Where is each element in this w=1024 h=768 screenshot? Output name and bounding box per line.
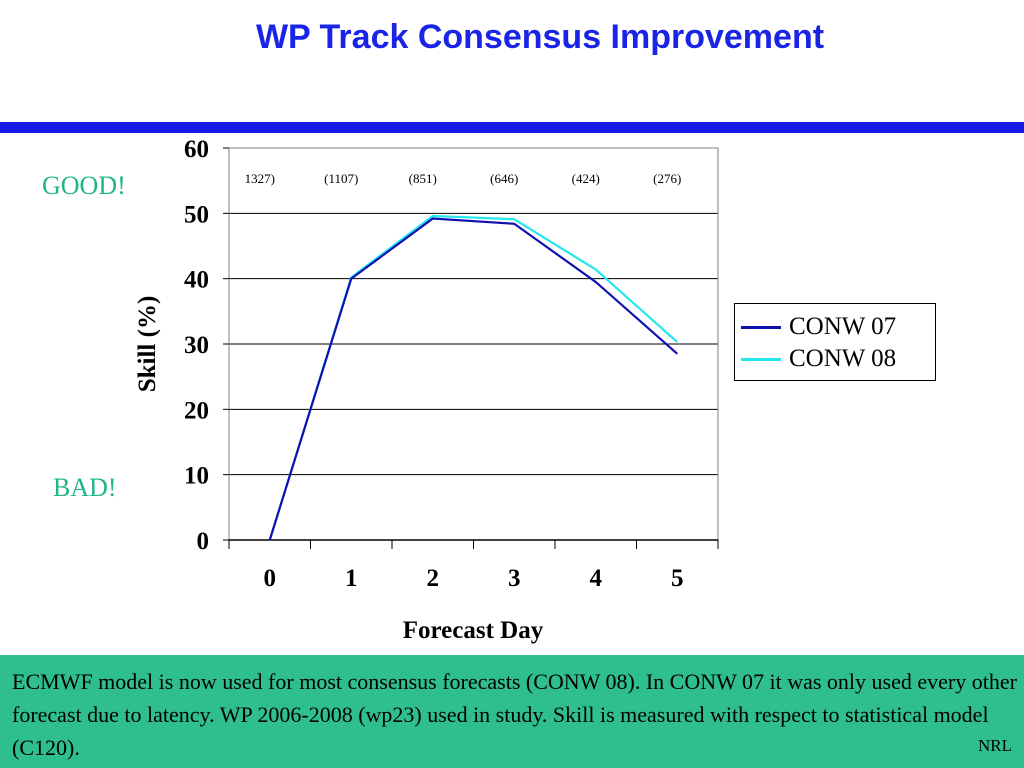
y-tick-label: 0 [197,528,210,555]
x-tick-label: 0 [264,565,277,592]
footer-text: ECMWF model is now used for most consens… [12,669,1017,760]
x-tick-label: 3 [508,565,521,592]
series-line-conw08 [268,214,678,541]
series-line-conw07 [268,217,678,541]
sample-count-label: (424) [572,171,600,186]
y-axis-label: Skill (%) [134,296,161,393]
y-tick-label: 30 [184,332,209,359]
legend-swatch-conw08 [741,357,781,361]
x-tick-label: 4 [590,565,603,592]
x-tick-label: 2 [427,565,440,592]
footer-panel: ECMWF model is now used for most consens… [0,655,1024,768]
title-divider [0,122,1024,133]
y-tick-label: 20 [184,397,209,424]
y-tick-label: 60 [184,136,209,163]
sample-count-label: 1327) [245,171,275,186]
sample-count-label: (851) [409,171,437,186]
y-tick-label: 40 [184,267,209,294]
legend-label-conw08: CONW 08 [789,345,897,372]
chart-legend: CONW 07 CONW 08 [734,303,936,381]
y-tick-label: 50 [184,201,209,228]
sample-count-label: (1107) [324,171,358,186]
x-tick-label: 5 [671,565,684,592]
sample-count-label: (646) [490,171,518,186]
good-annotation: GOOD! [42,171,126,200]
skill-line-chart: 0 10 20 30 40 50 60 0 1 2 3 4 5 1327) (1107) (851) (646… [134,136,719,644]
legend-item-conw07: CONW 07 [741,312,896,342]
legend-item-conw08: CONW 08 [741,344,896,374]
legend-swatch-conw07 [741,325,781,329]
bad-annotation: BAD! [53,473,117,502]
organization-label: NRL [978,736,1012,755]
x-axis-label: Forecast Day [403,617,544,644]
sample-count-label: (276) [653,171,681,186]
page-title: WP Track Consensus Improvement [255,18,825,56]
x-tick-label: 1 [345,565,358,592]
y-tick-label: 10 [184,463,209,490]
legend-label-conw07: CONW 07 [789,313,897,340]
